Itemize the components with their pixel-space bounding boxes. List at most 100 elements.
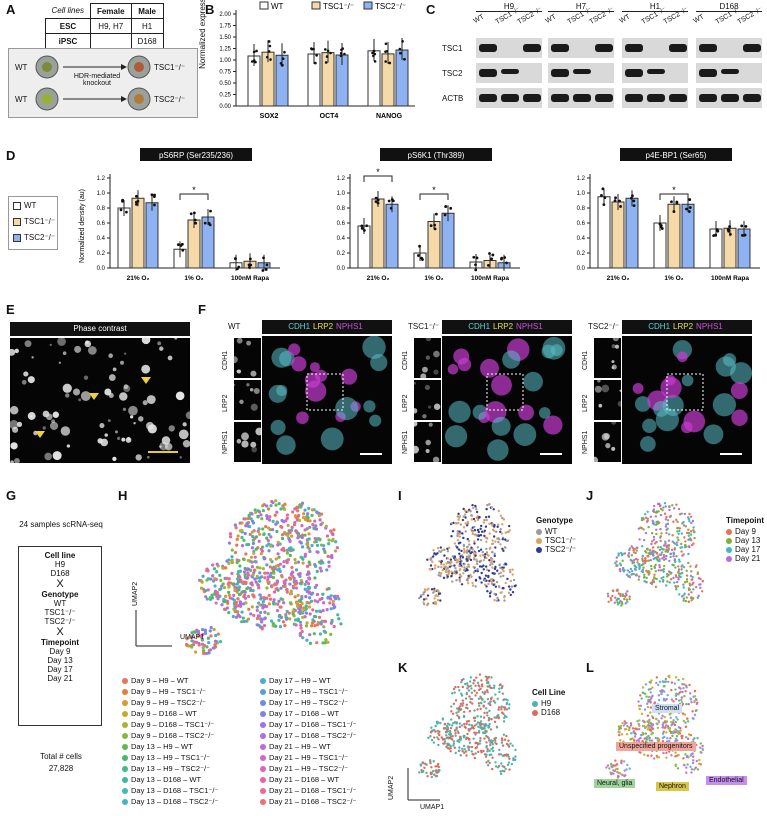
umap-point bbox=[246, 571, 250, 575]
umap-point bbox=[485, 547, 488, 551]
umap-point bbox=[453, 746, 457, 749]
umap-point bbox=[201, 646, 205, 650]
umap-point bbox=[301, 561, 305, 565]
e-cell bbox=[27, 412, 36, 420]
umap-point bbox=[300, 535, 304, 540]
umap-point bbox=[507, 585, 511, 588]
umap-point bbox=[327, 560, 331, 564]
umap-point bbox=[298, 633, 302, 638]
umap-point bbox=[689, 698, 693, 701]
umap-point bbox=[484, 525, 488, 528]
umap-point bbox=[302, 607, 306, 611]
umap-point bbox=[308, 633, 312, 637]
umap-point bbox=[507, 755, 510, 758]
umap-point bbox=[664, 542, 667, 545]
d-condition-label: 100nM Rapa bbox=[231, 275, 269, 282]
umap-point bbox=[669, 514, 673, 518]
d-chart: p4E-BP1 (Ser65)0.00.20.40.60.81.01.221% … bbox=[577, 148, 760, 282]
d-point bbox=[670, 200, 673, 204]
umap-point bbox=[303, 528, 307, 532]
umap-point bbox=[486, 690, 489, 694]
umap-point bbox=[443, 723, 446, 726]
umap-point bbox=[507, 739, 510, 742]
umap-point bbox=[486, 590, 489, 593]
umap-point bbox=[490, 676, 493, 679]
e-cell bbox=[108, 353, 113, 358]
umap-point bbox=[489, 556, 493, 560]
f-cell bbox=[502, 350, 521, 369]
umap-point bbox=[322, 619, 326, 623]
umap-point bbox=[449, 744, 452, 748]
umap-point bbox=[269, 504, 273, 508]
umap-point bbox=[685, 702, 688, 706]
umap-point bbox=[291, 584, 295, 589]
umap-point bbox=[499, 514, 503, 518]
umap-point bbox=[261, 567, 265, 571]
f-cell bbox=[335, 396, 359, 421]
f-cell bbox=[315, 369, 328, 382]
b-point bbox=[250, 60, 254, 63]
umap-point bbox=[485, 518, 488, 522]
umap-point bbox=[641, 568, 645, 572]
f-cell bbox=[447, 364, 459, 375]
umap-point bbox=[684, 540, 687, 543]
b-tick-label: 0.25 bbox=[219, 93, 231, 99]
umap-point bbox=[692, 531, 696, 534]
c-band bbox=[479, 69, 497, 77]
umap-point bbox=[315, 550, 319, 554]
umap-point bbox=[462, 547, 466, 551]
umap-point bbox=[696, 701, 699, 704]
umap-point bbox=[214, 601, 218, 605]
umap-point bbox=[686, 516, 690, 519]
j-legend-title: Timepoint bbox=[726, 516, 765, 525]
umap-point bbox=[680, 532, 684, 535]
umap-point bbox=[616, 601, 619, 604]
e-cell bbox=[99, 422, 105, 429]
umap-point bbox=[462, 515, 465, 518]
umap-point bbox=[220, 584, 224, 588]
umap-point bbox=[196, 634, 201, 638]
umap-point bbox=[662, 578, 665, 582]
umap-point bbox=[294, 623, 298, 627]
f-channel-tile bbox=[594, 422, 621, 462]
d-sig-star: * bbox=[432, 185, 436, 195]
umap-point bbox=[698, 746, 702, 749]
c-blot-strip bbox=[622, 63, 688, 83]
umap-point bbox=[242, 619, 246, 624]
umap-point bbox=[474, 578, 478, 582]
f-merge-marker: LRP2 bbox=[313, 322, 334, 331]
umap-point bbox=[275, 529, 279, 534]
d-point bbox=[475, 256, 479, 260]
umap-point bbox=[501, 739, 504, 742]
umap-point bbox=[239, 604, 243, 608]
f-channel-image bbox=[234, 338, 257, 377]
umap-point bbox=[505, 708, 509, 711]
umap-point bbox=[616, 770, 619, 774]
umap-point bbox=[470, 575, 473, 578]
umap-point bbox=[674, 542, 677, 546]
umap-point bbox=[305, 572, 309, 577]
f-cell bbox=[523, 371, 543, 392]
umap-point bbox=[690, 700, 693, 704]
umap-point bbox=[501, 537, 504, 541]
h-legend-item: Day 21 – H9 – TSC2⁻/⁻ bbox=[260, 764, 348, 773]
umap-point bbox=[476, 681, 480, 685]
umap-point bbox=[227, 593, 231, 597]
k-umap1-label: UMAP1 bbox=[420, 804, 445, 811]
umap-point bbox=[503, 706, 507, 709]
umap-point bbox=[452, 687, 456, 691]
umap-point bbox=[678, 513, 682, 516]
f-merge-header: CDH1 LRP2 NPHS1 bbox=[442, 320, 572, 334]
d-title-bg bbox=[620, 148, 732, 161]
umap-point bbox=[685, 569, 688, 573]
umap-point bbox=[623, 769, 626, 772]
umap-point bbox=[629, 567, 633, 571]
umap-point bbox=[643, 724, 646, 728]
umap-point bbox=[446, 560, 450, 564]
umap-point bbox=[477, 688, 481, 692]
umap-point bbox=[240, 620, 244, 624]
umap-point bbox=[277, 502, 281, 506]
umap-point bbox=[628, 726, 631, 729]
e-cell bbox=[175, 391, 185, 401]
c-blot-strip bbox=[622, 38, 688, 58]
